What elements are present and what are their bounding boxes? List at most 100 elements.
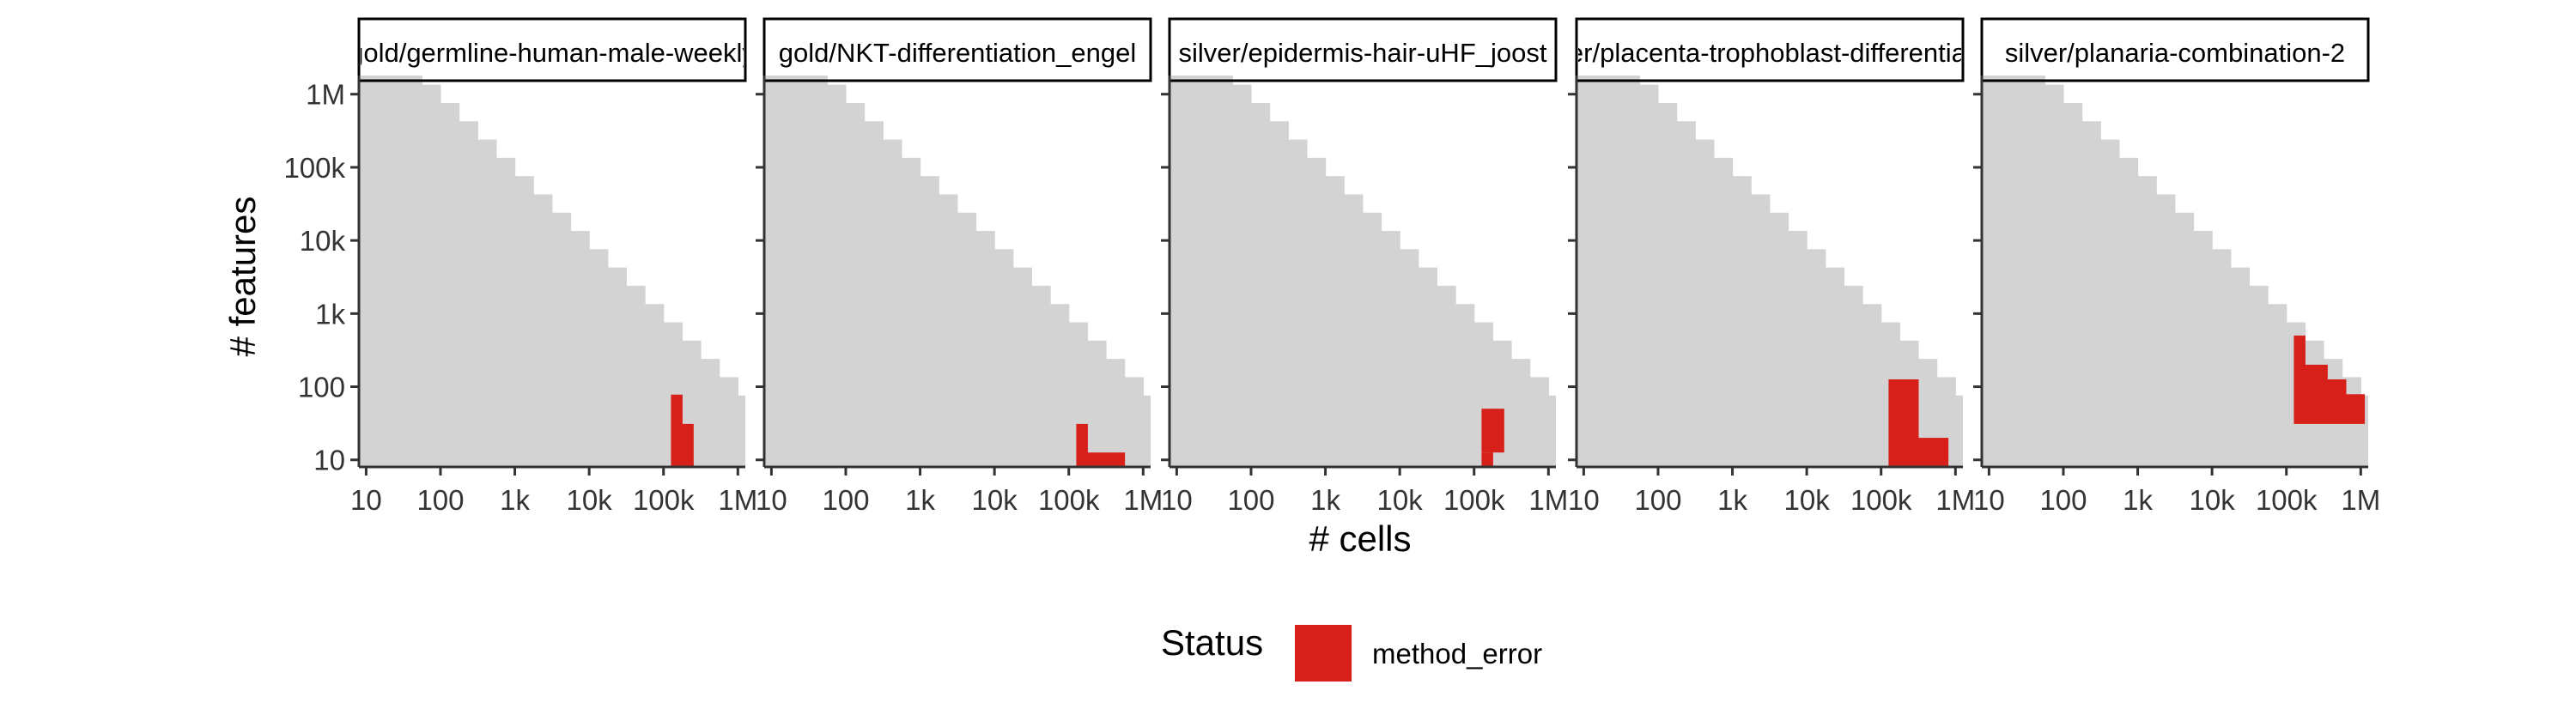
background-tile: [1344, 194, 1364, 467]
background-tile: [1982, 76, 1990, 467]
background-tile: [719, 377, 738, 467]
facet-strip-label: gold/NKT-differentiation_engel: [779, 38, 1137, 68]
background-tile: [2100, 139, 2120, 467]
background-tile: [2230, 267, 2251, 467]
background-tile: [1577, 76, 1584, 467]
x-tick-label: 100: [1634, 484, 1681, 516]
background-tile: [1695, 139, 1715, 467]
background-tile: [1955, 395, 1963, 467]
background-tile: [2212, 249, 2232, 467]
x-tick-label: 1M: [1528, 484, 1568, 516]
facet-strip-border: [357, 17, 747, 82]
x-tick-label: 1M: [1123, 484, 1163, 516]
panel-plot-area: [1577, 76, 1963, 467]
background-tile: [1124, 377, 1144, 467]
method-error-cell: [2327, 379, 2347, 424]
background-tile: [1213, 76, 1233, 467]
facet-strip: silver/epidermis-hair-uHF_joost: [1168, 17, 1558, 82]
background-tile: [790, 76, 810, 467]
background-tile: [2026, 76, 2045, 467]
x-tick-label: 10k: [1377, 484, 1424, 516]
x-tick-label: 10: [1568, 484, 1600, 516]
facet-panel: silver/placenta-trophoblast-differentiat…: [1530, 17, 2009, 516]
x-tick-label: 100: [1227, 484, 1274, 516]
background-tile: [1657, 102, 1678, 467]
x-tick-label: 100k: [633, 484, 695, 516]
background-tile: [701, 359, 720, 467]
background-tile: [403, 76, 422, 467]
background-tile: [2081, 121, 2101, 467]
legend-title: Status: [1161, 622, 1263, 663]
background-tile: [1807, 249, 1826, 467]
background-tile: [1306, 157, 1327, 467]
background-tile: [645, 304, 665, 467]
legend: Status method_error: [1161, 622, 1542, 682]
method-error-cell: [1492, 409, 1504, 453]
method-error-cell: [2305, 364, 2328, 424]
background-tile: [1769, 212, 1789, 467]
y-tick-label: 100k: [283, 152, 345, 184]
method-error-cell: [1481, 452, 1493, 467]
background-tile: [1195, 76, 1215, 467]
facet-strip-label: silver/placenta-trophoblast-differentiat…: [1530, 38, 2009, 68]
background-tile: [883, 139, 902, 467]
background-tile: [607, 267, 628, 467]
x-tick-label: 1k: [500, 484, 530, 516]
background-tile: [2118, 157, 2139, 467]
background-tile: [1362, 212, 1382, 467]
background-tile: [1381, 231, 1400, 467]
background-tile: [385, 76, 404, 467]
method-error-cell: [2293, 335, 2306, 424]
x-tick-label: 100k: [1038, 484, 1100, 516]
background-tile: [1788, 231, 1807, 467]
background-tile: [764, 76, 772, 467]
x-tick-label: 1k: [905, 484, 935, 516]
background-tile: [551, 212, 572, 467]
x-tick-label: 100: [822, 484, 869, 516]
facet-strip-label: silver/planaria-combination-2: [2005, 38, 2345, 68]
background-tile: [1862, 304, 1882, 467]
panel-plot-area: [1170, 76, 1556, 467]
facet-strip-border: [1575, 17, 1965, 82]
x-tick-label: 1M: [718, 484, 757, 516]
x-tick-label: 10: [756, 484, 787, 516]
background-tile: [359, 76, 367, 467]
x-tick-label: 10k: [567, 484, 613, 516]
background-tile: [1732, 176, 1752, 467]
background-tile: [1418, 267, 1438, 467]
background-tile: [2268, 304, 2287, 467]
background-tile: [1176, 76, 1196, 467]
method-error-cell: [2345, 394, 2366, 424]
y-tick-label: 1k: [315, 298, 345, 330]
y-tick-label: 100: [298, 372, 345, 403]
x-tick-label: 1M: [2341, 484, 2380, 516]
background-tile: [366, 76, 386, 467]
facet-panel: silver/epidermis-hair-uHF_joost 10 100 1k 10…: [1161, 17, 1568, 516]
facet-strip: silver/placenta-trophoblast-differentiat…: [1530, 17, 2009, 82]
background-tile: [808, 76, 828, 467]
background-tile: [477, 139, 497, 467]
background-tile: [827, 84, 847, 467]
background-tile: [626, 285, 646, 467]
method-error-cell: [671, 394, 683, 467]
y-tick-label: 10k: [300, 225, 346, 257]
background-tile: [1825, 267, 1845, 467]
background-tile: [864, 121, 884, 467]
x-tick-label: 1k: [1310, 484, 1340, 516]
x-tick-label: 10: [1973, 484, 2005, 516]
background-tile: [459, 121, 478, 467]
x-tick-label: 100k: [1850, 484, 1912, 516]
background-tile: [1844, 285, 1863, 467]
background-tile: [2137, 176, 2157, 467]
background-tile: [957, 212, 977, 467]
facet-panels: gold/germline-human-male-weekly 10 100 1k 10…: [283, 17, 2380, 516]
background-tile: [1620, 76, 1640, 467]
background-tile: [2063, 102, 2083, 467]
x-tick-label: 1k: [1717, 484, 1747, 516]
y-tick-label: 1M: [306, 79, 345, 111]
background-tile: [1288, 139, 1308, 467]
facet-strip: gold/germline-human-male-weekly: [357, 17, 747, 82]
background-tile: [1050, 304, 1070, 467]
facet-panel: gold/NKT-differentiation_engel 10 100 1k 10k…: [756, 17, 1163, 516]
